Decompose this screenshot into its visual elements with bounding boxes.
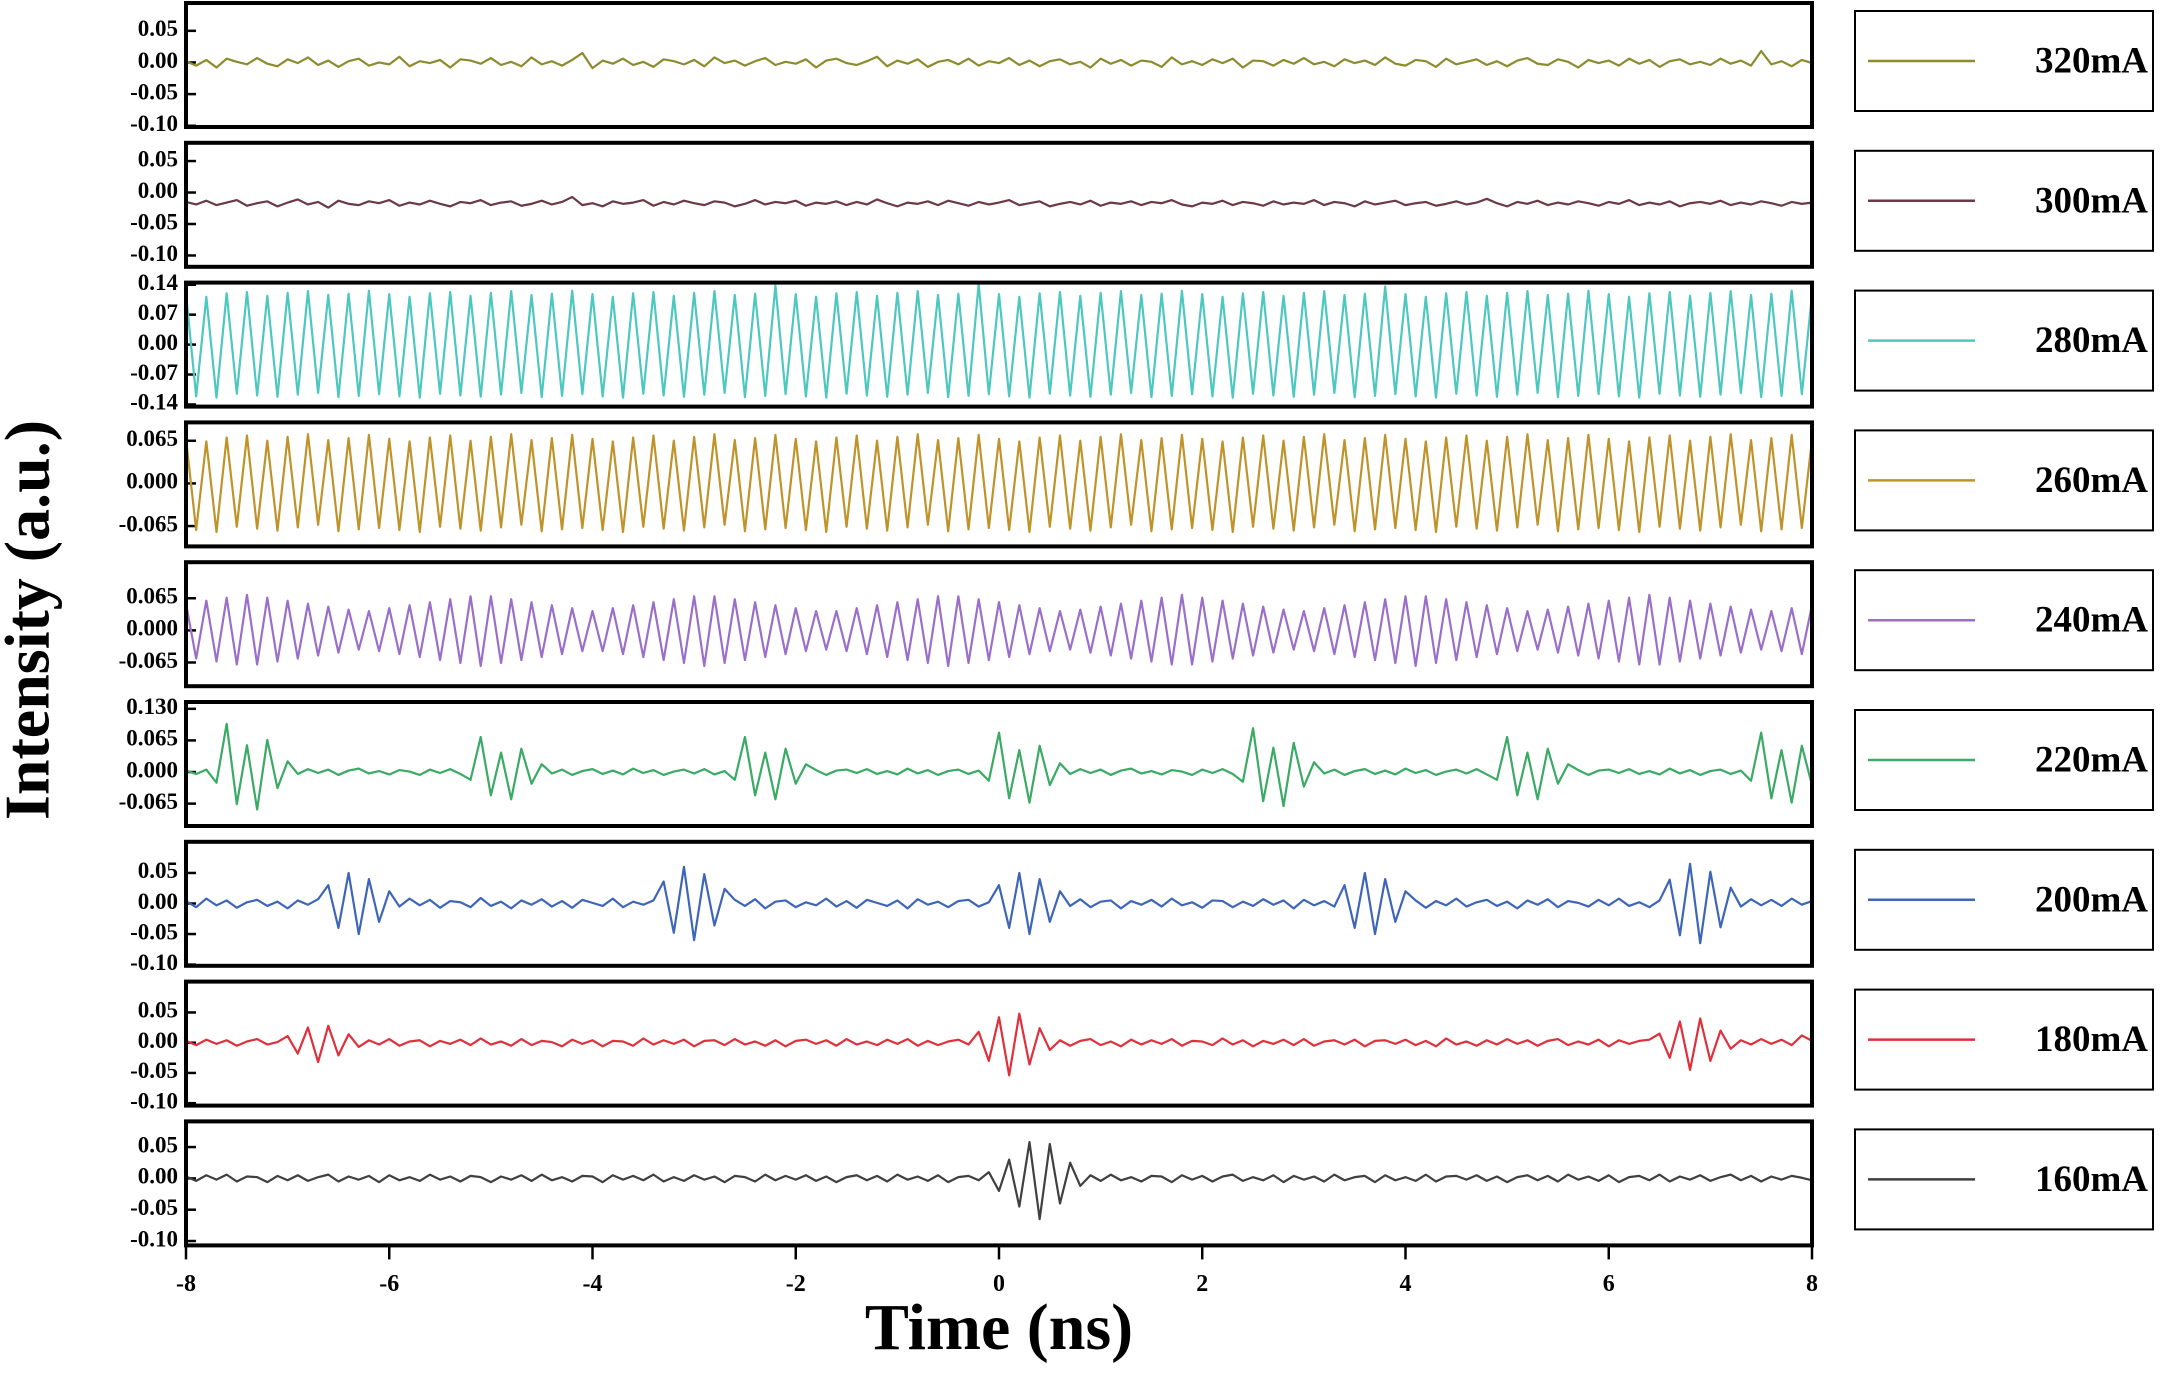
x-tick-label: -4	[583, 1271, 603, 1297]
panel-frame	[184, 140, 1814, 269]
x-tick-label: -8	[176, 1271, 196, 1297]
panel-frame	[184, 839, 1814, 968]
panel-frame	[184, 1, 1814, 129]
legend-label: 220mA	[2035, 739, 2148, 780]
y-tick-label: -0.05	[130, 209, 178, 234]
y-tick-label: 0.14	[138, 270, 179, 295]
series-line	[185, 1140, 1813, 1221]
y-tick-label: 0.000	[126, 469, 178, 494]
y-tick-label: 0.00	[138, 178, 178, 203]
y-tick-label: -0.065	[119, 511, 178, 536]
series-line	[184, 593, 1814, 668]
panel-frame	[184, 700, 1814, 828]
legend-label: 160mA	[2035, 1159, 2148, 1200]
y-tick-label: -0.065	[119, 789, 178, 814]
x-tick-label: -2	[786, 1271, 806, 1297]
series-line	[185, 862, 1813, 945]
panel-frame	[184, 560, 1814, 689]
series-line	[185, 722, 1814, 811]
y-axis-title: Intensity (a.u.)	[0, 420, 63, 820]
y-tick-label: 0.065	[126, 426, 178, 451]
y-tick-label: 0.07	[138, 300, 178, 325]
y-tick-label: 0.05	[138, 998, 178, 1023]
x-tick-label: 8	[1806, 1271, 1818, 1297]
legend-label: 240mA	[2035, 600, 2148, 641]
y-tick-label: 0.05	[138, 858, 178, 883]
y-tick-label: 0.00	[138, 1028, 178, 1053]
legend-label: 280mA	[2035, 320, 2148, 361]
y-tick-label: 0.05	[138, 16, 178, 41]
y-tick-label: -0.05	[130, 1195, 178, 1220]
y-tick-label: 0.00	[138, 48, 178, 73]
panel-frame	[184, 1119, 1814, 1248]
y-tick-label: -0.065	[119, 648, 178, 673]
x-tick-label: 6	[1603, 1271, 1615, 1297]
legend-label: 200mA	[2035, 879, 2148, 920]
y-tick-label: -0.10	[130, 241, 178, 266]
y-tick-label: 0.065	[126, 726, 178, 751]
panel-frame	[184, 979, 1814, 1108]
y-tick-label: -0.14	[130, 390, 178, 415]
x-tick-label: 4	[1400, 1271, 1412, 1297]
y-tick-label: 0.000	[126, 757, 178, 782]
x-axis-title: Time (ns)	[865, 1291, 1133, 1364]
y-tick-label: 0.00	[138, 889, 178, 914]
legend-label: 320mA	[2035, 40, 2148, 81]
y-tick-label: 0.05	[138, 1132, 178, 1157]
x-tick-label: -6	[379, 1271, 399, 1297]
y-tick-label: 0.065	[126, 584, 178, 609]
y-tick-label: -0.05	[130, 79, 178, 104]
y-tick-label: -0.10	[130, 111, 178, 136]
y-tick-label: -0.05	[130, 1058, 178, 1083]
x-tick-label: 2	[1196, 1271, 1208, 1297]
y-tick-label: -0.10	[130, 1226, 178, 1251]
series-line	[185, 1012, 1813, 1077]
panel-frame	[184, 420, 1814, 549]
panel-frame	[184, 280, 1814, 409]
y-tick-label: 0.00	[138, 1164, 178, 1189]
legend-label: 260mA	[2035, 460, 2148, 501]
y-tick-label: 0.00	[138, 330, 178, 355]
series-line	[184, 433, 1814, 534]
legend-label: 300mA	[2035, 180, 2148, 221]
y-tick-label: 0.05	[138, 146, 178, 171]
legend-label: 180mA	[2035, 1019, 2148, 1060]
x-tick-label: 0	[993, 1271, 1005, 1297]
y-tick-label: -0.05	[130, 919, 178, 944]
y-tick-label: -0.07	[130, 360, 178, 385]
y-tick-label: -0.10	[130, 950, 178, 975]
y-tick-label: 0.130	[126, 694, 178, 719]
y-tick-label: -0.10	[130, 1088, 178, 1113]
series-line	[185, 49, 1813, 70]
y-tick-label: 0.000	[126, 616, 178, 641]
series-line	[185, 195, 1813, 209]
series-line	[184, 282, 1814, 399]
